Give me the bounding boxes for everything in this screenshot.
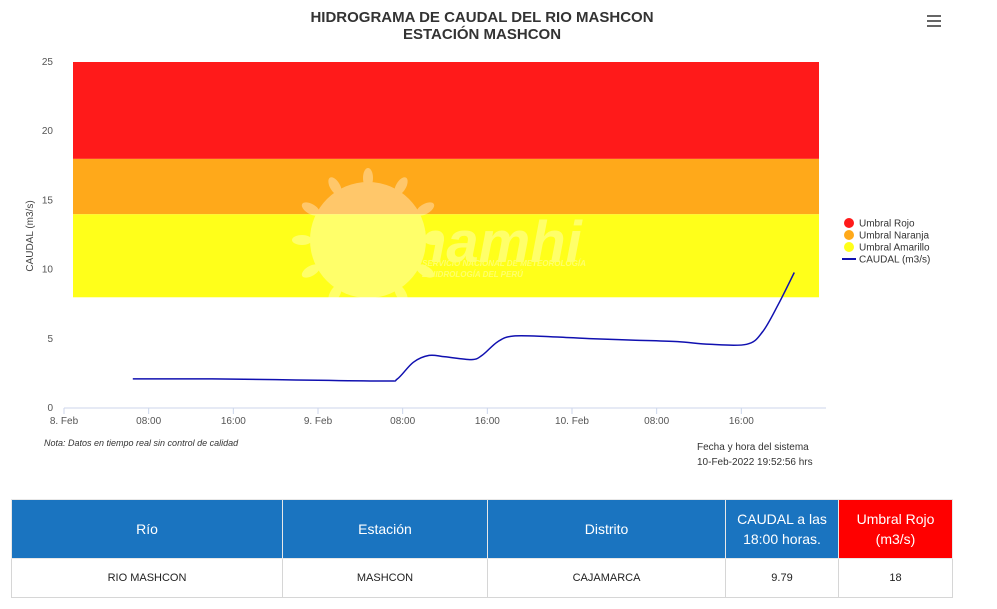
header-distrito: Distrito	[487, 499, 726, 559]
legend-symbol-icon	[844, 230, 854, 240]
system-time-label: Fecha y hora del sistema	[697, 442, 809, 453]
x-tick-label: 10. Feb	[555, 416, 589, 427]
cell-rio: RIO MASHCON	[11, 558, 283, 598]
watermark-line1: SERVICIO NACIONAL DE METEOROLOGÍA	[422, 259, 586, 268]
x-tick-label: 8. Feb	[50, 416, 79, 427]
cell-caudal: 9.79	[725, 558, 839, 598]
header-caudal: CAUDAL a las 18:00 horas.	[725, 499, 839, 559]
chart-subtitle: ESTACIÓN MASHCON	[402, 26, 562, 43]
header-umbral-rojo: Umbral Rojo (m3/s)	[838, 499, 953, 559]
legend-label: Umbral Amarillo	[859, 243, 930, 254]
sun-ray	[424, 235, 444, 245]
legend-label: Umbral Rojo	[859, 219, 915, 230]
x-axis-ticks: 8. Feb 08:00 16:00 9. Feb 08:00 16:00 10. Feb 0…	[50, 408, 754, 427]
header-rio: Río	[11, 499, 283, 559]
station-table: Río Estación Distrito CAUDAL a las 18:00…	[11, 499, 953, 598]
hydrograph-chart: HIDROGRAMA DE CAUDAL DEL RIO MASHCON EST…	[25, 9, 946, 468]
x-tick-label: 08:00	[390, 416, 415, 427]
cell-distrito: CAJAMARCA	[487, 558, 726, 598]
sun-ray	[328, 284, 342, 303]
legend-item[interactable]: Umbral Amarillo	[844, 242, 930, 254]
y-tick-label: 5	[47, 334, 53, 345]
y-axis-label: CAUDAL (m3/s)	[25, 200, 36, 271]
threshold-bands	[73, 62, 819, 298]
y-axis-ticks: 0 5 10 15 20 25	[42, 57, 54, 414]
sun-logo-icon	[310, 182, 426, 298]
legend-item[interactable]: Umbral Rojo	[844, 218, 915, 230]
x-tick-label: 16:00	[475, 416, 500, 427]
legend-symbol-icon	[844, 242, 854, 252]
y-tick-label: 25	[42, 57, 54, 68]
legend-item[interactable]: CAUDAL (m3/s)	[842, 255, 930, 266]
x-tick-label: 08:00	[136, 416, 161, 427]
sun-ray	[301, 202, 320, 216]
x-tick-label: 16:00	[221, 416, 246, 427]
y-tick-label: 10	[42, 265, 54, 276]
header-estacion: Estación	[282, 499, 488, 559]
legend-item[interactable]: Umbral Naranja	[844, 230, 929, 242]
y-tick-label: 20	[42, 126, 54, 137]
x-tick-label: 16:00	[729, 416, 754, 427]
y-tick-label: 15	[42, 195, 54, 206]
series-layer	[132, 272, 795, 382]
band-umbral-rojo	[73, 62, 819, 159]
sun-ray	[394, 177, 408, 196]
hamburger-menu-icon[interactable]	[922, 10, 946, 32]
chart-plot: Senamhi SERVICIO NACIONAL DE METEOROLOGÍ…	[25, 57, 930, 427]
x-tick-label: 08:00	[644, 416, 669, 427]
watermark-brand: Senamhi	[340, 210, 584, 275]
sun-ray	[363, 292, 373, 312]
series-line-caudal[interactable]	[132, 272, 795, 382]
legend-symbol-icon	[844, 218, 854, 228]
system-time-value: 10-Feb-2022 19:52:56 hrs	[697, 457, 813, 468]
quality-note: Nota: Datos en tiempo real sin control d…	[44, 438, 239, 448]
cell-estacion: MASHCON	[282, 558, 488, 598]
sun-ray	[416, 264, 435, 278]
sun-ray	[394, 284, 408, 303]
chart-title: HIDROGRAMA DE CAUDAL DEL RIO MASHCON	[310, 9, 654, 26]
y-tick-label: 0	[47, 403, 53, 414]
sun-ray	[292, 235, 312, 245]
table-row: RIO MASHCON MASHCON CAJAMARCA 9.79 18	[11, 558, 953, 598]
senamhi-watermark: Senamhi SERVICIO NACIONAL DE METEOROLOGÍ…	[292, 168, 586, 312]
band-umbral-naranja	[73, 158, 819, 215]
sun-ray	[301, 264, 320, 278]
legend-label: CAUDAL (m3/s)	[859, 255, 930, 266]
sun-ray	[328, 177, 342, 196]
x-tick-label: 9. Feb	[304, 416, 333, 427]
band-umbral-amarillo	[73, 214, 819, 298]
watermark-line2: E HIDROLOGÍA DEL PERÚ	[422, 270, 523, 279]
legend-label: Umbral Naranja	[859, 231, 929, 242]
sun-ray	[363, 168, 373, 188]
sun-ray	[416, 202, 435, 216]
table-header-row: Río Estación Distrito CAUDAL a las 18:00…	[11, 499, 953, 559]
cell-umbral-rojo: 18	[838, 558, 953, 598]
